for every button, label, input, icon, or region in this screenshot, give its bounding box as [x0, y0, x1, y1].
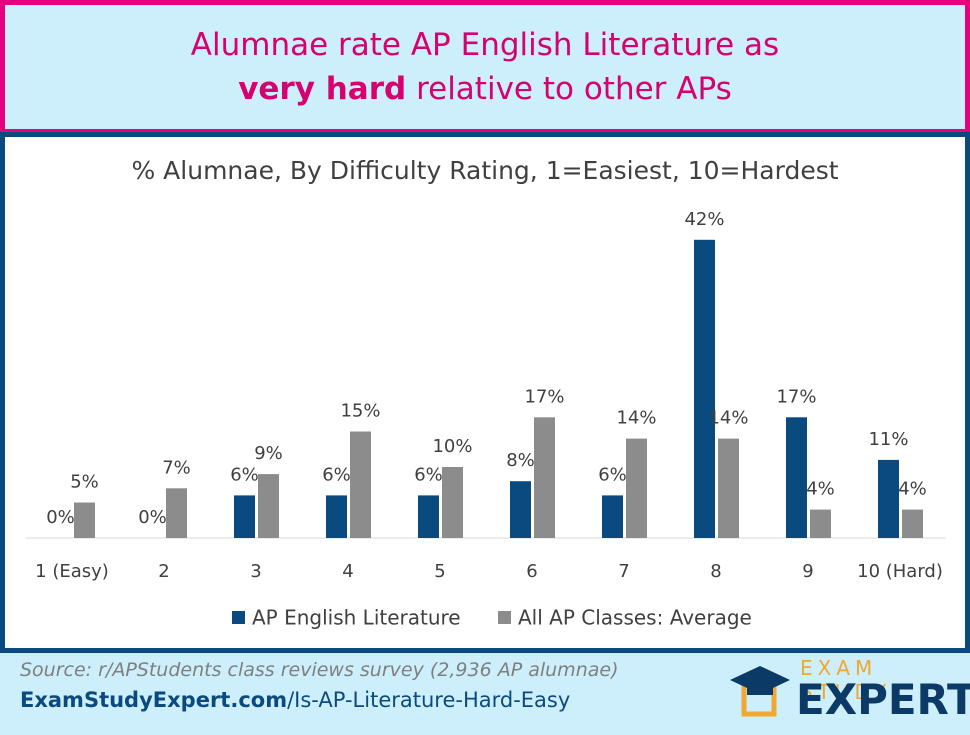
title-line-1: Alumnae rate AP English Literature as: [190, 27, 780, 63]
header: Alumnae rate AP English Literature as ve…: [0, 0, 970, 134]
bar: [234, 495, 255, 538]
legend-label: AP English Literature: [252, 606, 461, 630]
bar: [626, 438, 647, 538]
x-tick-label: 10 (Hard): [857, 561, 943, 582]
bar: [510, 481, 531, 538]
data-label: 0%: [46, 507, 75, 528]
logo-icon: [730, 666, 790, 717]
data-label: 14%: [616, 408, 656, 429]
data-label: 6%: [598, 464, 627, 485]
data-label: 11%: [868, 429, 908, 450]
bar: [878, 459, 899, 538]
data-label: 4%: [898, 479, 927, 500]
data-label: 5%: [70, 472, 99, 493]
x-tick-label: 8: [710, 561, 721, 582]
title-emphasis: very hard: [238, 71, 407, 107]
data-label: 0%: [138, 507, 167, 528]
bar: [902, 509, 923, 538]
title-line-2: very hard relative to other APs: [5, 67, 965, 111]
data-label: 6%: [230, 464, 259, 485]
bar: [258, 474, 279, 538]
bar: [718, 438, 739, 538]
data-label: 6%: [322, 464, 351, 485]
chart-frame: [0, 132, 970, 653]
data-label: 15%: [340, 401, 380, 422]
logo-top: EXAM STUDY: [800, 656, 892, 704]
x-tick-label: 5: [434, 561, 445, 582]
bar: [810, 509, 831, 538]
data-label: 6%: [414, 464, 443, 485]
chart-title: % Alumnae, By Difficulty Rating, 1=Easie…: [131, 156, 838, 185]
bar: [166, 488, 187, 538]
data-label: 17%: [776, 386, 816, 407]
data-label: 4%: [806, 479, 835, 500]
bar: [534, 417, 555, 538]
legend-swatch: [232, 611, 245, 624]
x-tick-label: 6: [526, 561, 537, 582]
source-link[interactable]: ExamStudyExpert.com/Is-AP-Literature-Har…: [20, 688, 570, 712]
bar: [786, 417, 807, 538]
title-rest: relative to other APs: [416, 71, 732, 107]
link-path: /Is-AP-Literature-Hard-Easy: [287, 688, 571, 712]
bar: [326, 495, 347, 538]
data-label: 17%: [524, 386, 564, 407]
x-tick-label: 7: [618, 561, 629, 582]
logo-cap: [730, 666, 790, 694]
legend-swatch: [498, 611, 511, 624]
logo-cap-base: [747, 686, 773, 695]
data-label: 7%: [162, 457, 191, 478]
data-label: 14%: [708, 408, 748, 429]
data-label: 10%: [432, 436, 472, 457]
link-domain: ExamStudyExpert.com: [20, 688, 288, 712]
x-tick-label: 3: [250, 561, 261, 582]
x-tick-label: 9: [802, 561, 813, 582]
bar: [602, 495, 623, 538]
bar: [694, 239, 715, 539]
footer: Source: r/APStudents class reviews surve…: [0, 653, 970, 735]
x-tick-label: 2: [158, 561, 169, 582]
x-tick-label: 4: [342, 561, 353, 582]
legend-label: All AP Classes: Average: [518, 606, 752, 630]
source-note: Source: r/APStudents class reviews surve…: [20, 659, 619, 681]
data-label: 8%: [506, 450, 535, 471]
bar: [442, 467, 463, 538]
logo-bottom: EXPERT: [796, 675, 970, 724]
bar: [350, 431, 371, 538]
x-tick-label: 1 (Easy): [35, 561, 109, 582]
data-label: 9%: [254, 443, 283, 464]
data-label: 42%: [684, 209, 724, 230]
bar: [418, 495, 439, 538]
bar: [74, 502, 95, 538]
